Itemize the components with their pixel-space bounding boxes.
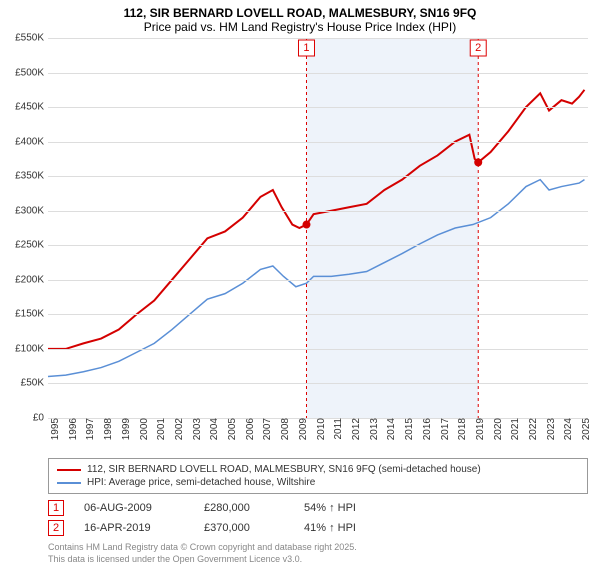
data-row: 1 06-AUG-2009 £280,000 54% ↑ HPI	[48, 498, 588, 518]
x-tick-label: 2020	[491, 418, 504, 440]
gridline	[48, 38, 588, 39]
y-tick-label: £100K	[15, 343, 48, 354]
x-tick-label: 2013	[367, 418, 380, 440]
footer-line1: Contains HM Land Registry data © Crown c…	[48, 542, 588, 554]
x-tick-label: 2022	[526, 418, 539, 440]
y-tick-label: £350K	[15, 171, 48, 182]
x-tick-label: 2024	[561, 418, 574, 440]
x-tick-label: 2011	[331, 418, 344, 440]
gridline	[48, 176, 588, 177]
legend-row: 112, SIR BERNARD LOVELL ROAD, MALMESBURY…	[57, 463, 579, 476]
x-tick-label: 2004	[207, 418, 220, 440]
x-tick-label: 1995	[48, 418, 61, 440]
gridline	[48, 245, 588, 246]
page-subtitle: Price paid vs. HM Land Registry's House …	[0, 20, 600, 38]
x-tick-label: 2018	[455, 418, 468, 440]
data-rows: 1 06-AUG-2009 £280,000 54% ↑ HPI 2 16-APR-201…	[48, 498, 588, 538]
gridline	[48, 383, 588, 384]
legend-row: HPI: Average price, semi-detached house,…	[57, 476, 579, 489]
data-row-date: 16-APR-2019	[84, 522, 184, 534]
x-tick-label: 2016	[420, 418, 433, 440]
x-tick-label: 2009	[296, 418, 309, 440]
x-tick-label: 1996	[66, 418, 79, 440]
y-tick-label: £200K	[15, 274, 48, 285]
data-row-date: 06-AUG-2009	[84, 502, 184, 514]
data-row-price: £280,000	[204, 502, 284, 514]
gridline	[48, 142, 588, 143]
x-tick-label: 2006	[243, 418, 256, 440]
y-tick-label: £450K	[15, 102, 48, 113]
chart: 12 £0£50K£100K£150K£200K£250K£300K£350K£…	[48, 38, 588, 418]
x-tick-label: 2001	[154, 418, 167, 440]
x-tick-label: 2012	[349, 418, 362, 440]
x-tick-label: 1999	[119, 418, 132, 440]
marker-point	[474, 158, 482, 166]
x-tick-label: 2007	[260, 418, 273, 440]
x-tick-label: 2017	[438, 418, 451, 440]
page-title: 112, SIR BERNARD LOVELL ROAD, MALMESBURY…	[0, 0, 600, 20]
gridline	[48, 211, 588, 212]
x-tick-label: 2008	[278, 418, 291, 440]
x-tick-label: 2019	[473, 418, 486, 440]
y-tick-label: £50K	[21, 378, 48, 389]
x-tick-label: 2010	[314, 418, 327, 440]
legend-label: 112, SIR BERNARD LOVELL ROAD, MALMESBURY…	[87, 464, 481, 475]
legend: 112, SIR BERNARD LOVELL ROAD, MALMESBURY…	[48, 458, 588, 494]
shaded-region	[306, 38, 478, 418]
x-tick-label: 2000	[137, 418, 150, 440]
gridline	[48, 107, 588, 108]
gridline	[48, 349, 588, 350]
y-tick-label: £400K	[15, 136, 48, 147]
gridline	[48, 73, 588, 74]
y-tick-label: £300K	[15, 205, 48, 216]
marker-number: 2	[475, 42, 481, 54]
y-tick-label: £0	[33, 413, 48, 424]
x-tick-label: 2025	[579, 418, 592, 440]
y-tick-label: £250K	[15, 240, 48, 251]
footer: Contains HM Land Registry data © Crown c…	[48, 542, 588, 565]
chart-svg: 12	[48, 38, 588, 418]
x-tick-label: 1998	[101, 418, 114, 440]
y-tick-label: £150K	[15, 309, 48, 320]
x-tick-label: 2021	[508, 418, 521, 440]
marker-point	[302, 221, 310, 229]
data-row-num: 2	[48, 520, 64, 536]
data-row-price: £370,000	[204, 522, 284, 534]
data-row-pct: 41% ↑ HPI	[304, 522, 394, 534]
legend-swatch	[57, 469, 81, 471]
x-tick-label: 2014	[384, 418, 397, 440]
y-tick-label: £500K	[15, 67, 48, 78]
legend-swatch	[57, 482, 81, 484]
gridline	[48, 314, 588, 315]
y-tick-label: £550K	[15, 33, 48, 44]
x-tick-label: 2002	[172, 418, 185, 440]
data-row: 2 16-APR-2019 £370,000 41% ↑ HPI	[48, 518, 588, 538]
legend-label: HPI: Average price, semi-detached house,…	[87, 477, 315, 488]
x-tick-label: 2015	[402, 418, 415, 440]
x-tick-label: 2023	[544, 418, 557, 440]
gridline	[48, 280, 588, 281]
x-tick-label: 2005	[225, 418, 238, 440]
footer-line2: This data is licensed under the Open Gov…	[48, 554, 588, 565]
x-tick-label: 1997	[83, 418, 96, 440]
x-tick-label: 2003	[190, 418, 203, 440]
data-row-num: 1	[48, 500, 64, 516]
marker-number: 1	[303, 42, 309, 54]
data-row-pct: 54% ↑ HPI	[304, 502, 394, 514]
